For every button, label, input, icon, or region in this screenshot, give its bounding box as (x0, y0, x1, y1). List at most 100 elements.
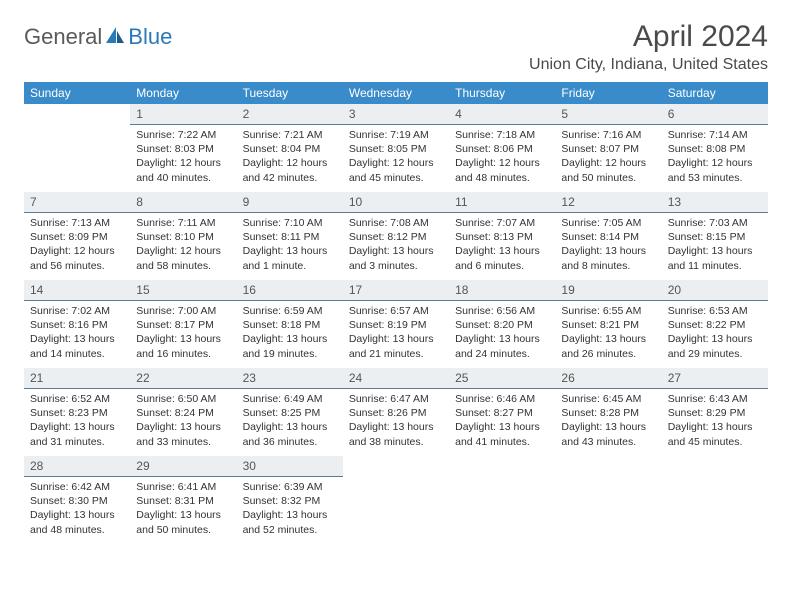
day-number: 12 (555, 192, 661, 213)
day-number: 25 (449, 368, 555, 389)
weekday-header: Sunday (24, 82, 130, 104)
day-details: Sunrise: 7:16 AMSunset: 8:07 PMDaylight:… (555, 125, 661, 191)
day-number: 23 (237, 368, 343, 389)
day-details: Sunrise: 6:50 AMSunset: 8:24 PMDaylight:… (130, 389, 236, 455)
calendar-day-cell: 26Sunrise: 6:45 AMSunset: 8:28 PMDayligh… (555, 368, 661, 456)
weekday-header: Wednesday (343, 82, 449, 104)
calendar-day-cell: 1Sunrise: 7:22 AMSunset: 8:03 PMDaylight… (130, 104, 236, 192)
calendar-day-cell: 6Sunrise: 7:14 AMSunset: 8:08 PMDaylight… (662, 104, 768, 192)
day-details: Sunrise: 7:13 AMSunset: 8:09 PMDaylight:… (24, 213, 130, 279)
day-details: Sunrise: 6:49 AMSunset: 8:25 PMDaylight:… (237, 389, 343, 455)
day-number: 27 (662, 368, 768, 389)
weekday-header: Friday (555, 82, 661, 104)
calendar-day-cell: 10Sunrise: 7:08 AMSunset: 8:12 PMDayligh… (343, 192, 449, 280)
calendar-day-cell: 18Sunrise: 6:56 AMSunset: 8:20 PMDayligh… (449, 280, 555, 368)
calendar-empty-cell (662, 456, 768, 544)
day-details: Sunrise: 7:22 AMSunset: 8:03 PMDaylight:… (130, 125, 236, 191)
weekday-header: Saturday (662, 82, 768, 104)
day-details: Sunrise: 6:55 AMSunset: 8:21 PMDaylight:… (555, 301, 661, 367)
calendar-day-cell: 24Sunrise: 6:47 AMSunset: 8:26 PMDayligh… (343, 368, 449, 456)
calendar-day-cell: 11Sunrise: 7:07 AMSunset: 8:13 PMDayligh… (449, 192, 555, 280)
sail-icon (104, 25, 126, 50)
day-number: 24 (343, 368, 449, 389)
calendar-day-cell: 2Sunrise: 7:21 AMSunset: 8:04 PMDaylight… (237, 104, 343, 192)
weekday-header: Thursday (449, 82, 555, 104)
calendar-day-cell: 30Sunrise: 6:39 AMSunset: 8:32 PMDayligh… (237, 456, 343, 544)
location: Union City, Indiana, United States (529, 56, 768, 74)
calendar-body: 1Sunrise: 7:22 AMSunset: 8:03 PMDaylight… (24, 104, 768, 544)
day-number: 4 (449, 104, 555, 125)
calendar-day-cell: 22Sunrise: 6:50 AMSunset: 8:24 PMDayligh… (130, 368, 236, 456)
calendar-day-cell: 14Sunrise: 7:02 AMSunset: 8:16 PMDayligh… (24, 280, 130, 368)
day-number: 16 (237, 280, 343, 301)
day-details: Sunrise: 7:11 AMSunset: 8:10 PMDaylight:… (130, 213, 236, 279)
day-number: 1 (130, 104, 236, 125)
day-number: 15 (130, 280, 236, 301)
calendar-day-cell: 16Sunrise: 6:59 AMSunset: 8:18 PMDayligh… (237, 280, 343, 368)
weekday-header: Tuesday (237, 82, 343, 104)
day-details: Sunrise: 7:07 AMSunset: 8:13 PMDaylight:… (449, 213, 555, 279)
day-number: 17 (343, 280, 449, 301)
month-title: April 2024 (529, 20, 768, 54)
day-details: Sunrise: 6:47 AMSunset: 8:26 PMDaylight:… (343, 389, 449, 455)
calendar-day-cell: 20Sunrise: 6:53 AMSunset: 8:22 PMDayligh… (662, 280, 768, 368)
day-number: 30 (237, 456, 343, 477)
day-details: Sunrise: 7:03 AMSunset: 8:15 PMDaylight:… (662, 213, 768, 279)
day-details: Sunrise: 6:52 AMSunset: 8:23 PMDaylight:… (24, 389, 130, 455)
day-number: 8 (130, 192, 236, 213)
day-number: 7 (24, 192, 130, 213)
day-number: 18 (449, 280, 555, 301)
calendar-table: SundayMondayTuesdayWednesdayThursdayFrid… (24, 82, 768, 544)
calendar-week-row: 21Sunrise: 6:52 AMSunset: 8:23 PMDayligh… (24, 368, 768, 456)
day-number: 9 (237, 192, 343, 213)
day-number: 20 (662, 280, 768, 301)
calendar-day-cell: 5Sunrise: 7:16 AMSunset: 8:07 PMDaylight… (555, 104, 661, 192)
day-number: 13 (662, 192, 768, 213)
day-details: Sunrise: 6:46 AMSunset: 8:27 PMDaylight:… (449, 389, 555, 455)
day-number: 19 (555, 280, 661, 301)
day-number: 29 (130, 456, 236, 477)
day-details: Sunrise: 6:43 AMSunset: 8:29 PMDaylight:… (662, 389, 768, 455)
day-details: Sunrise: 6:45 AMSunset: 8:28 PMDaylight:… (555, 389, 661, 455)
brand-word-1: General (24, 24, 102, 50)
day-details: Sunrise: 6:39 AMSunset: 8:32 PMDaylight:… (237, 477, 343, 543)
calendar-day-cell: 21Sunrise: 6:52 AMSunset: 8:23 PMDayligh… (24, 368, 130, 456)
calendar-empty-cell (343, 456, 449, 544)
calendar-day-cell: 15Sunrise: 7:00 AMSunset: 8:17 PMDayligh… (130, 280, 236, 368)
calendar-day-cell: 9Sunrise: 7:10 AMSunset: 8:11 PMDaylight… (237, 192, 343, 280)
calendar-day-cell: 28Sunrise: 6:42 AMSunset: 8:30 PMDayligh… (24, 456, 130, 544)
header: General Blue April 2024 Union City, Indi… (24, 20, 768, 74)
calendar-day-cell: 27Sunrise: 6:43 AMSunset: 8:29 PMDayligh… (662, 368, 768, 456)
calendar-day-cell: 29Sunrise: 6:41 AMSunset: 8:31 PMDayligh… (130, 456, 236, 544)
day-details: Sunrise: 6:57 AMSunset: 8:19 PMDaylight:… (343, 301, 449, 367)
day-number: 28 (24, 456, 130, 477)
day-details: Sunrise: 7:14 AMSunset: 8:08 PMDaylight:… (662, 125, 768, 191)
calendar-week-row: 28Sunrise: 6:42 AMSunset: 8:30 PMDayligh… (24, 456, 768, 544)
calendar-day-cell: 23Sunrise: 6:49 AMSunset: 8:25 PMDayligh… (237, 368, 343, 456)
calendar-week-row: 1Sunrise: 7:22 AMSunset: 8:03 PMDaylight… (24, 104, 768, 192)
day-details: Sunrise: 7:21 AMSunset: 8:04 PMDaylight:… (237, 125, 343, 191)
calendar-day-cell: 12Sunrise: 7:05 AMSunset: 8:14 PMDayligh… (555, 192, 661, 280)
day-details: Sunrise: 7:00 AMSunset: 8:17 PMDaylight:… (130, 301, 236, 367)
calendar-week-row: 14Sunrise: 7:02 AMSunset: 8:16 PMDayligh… (24, 280, 768, 368)
day-details: Sunrise: 7:08 AMSunset: 8:12 PMDaylight:… (343, 213, 449, 279)
title-block: April 2024 Union City, Indiana, United S… (529, 20, 768, 74)
calendar-day-cell: 3Sunrise: 7:19 AMSunset: 8:05 PMDaylight… (343, 104, 449, 192)
day-details: Sunrise: 7:10 AMSunset: 8:11 PMDaylight:… (237, 213, 343, 279)
calendar-empty-cell (449, 456, 555, 544)
day-number: 11 (449, 192, 555, 213)
calendar-day-cell: 17Sunrise: 6:57 AMSunset: 8:19 PMDayligh… (343, 280, 449, 368)
day-details: Sunrise: 7:19 AMSunset: 8:05 PMDaylight:… (343, 125, 449, 191)
day-number: 2 (237, 104, 343, 125)
calendar-week-row: 7Sunrise: 7:13 AMSunset: 8:09 PMDaylight… (24, 192, 768, 280)
weekday-header: Monday (130, 82, 236, 104)
day-number: 26 (555, 368, 661, 389)
calendar-empty-cell (24, 104, 130, 192)
brand-word-2: Blue (128, 24, 172, 50)
day-number: 14 (24, 280, 130, 301)
day-number: 22 (130, 368, 236, 389)
calendar-day-cell: 13Sunrise: 7:03 AMSunset: 8:15 PMDayligh… (662, 192, 768, 280)
day-details: Sunrise: 6:59 AMSunset: 8:18 PMDaylight:… (237, 301, 343, 367)
day-number: 6 (662, 104, 768, 125)
day-number: 5 (555, 104, 661, 125)
